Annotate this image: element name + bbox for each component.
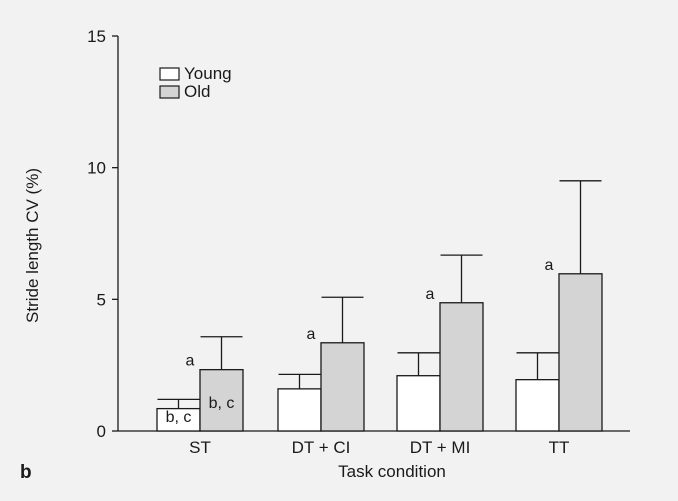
bar-old-dt-mi [440,303,483,431]
significance-label: a [426,286,435,303]
bar-young-tt [516,380,559,431]
y-tick-label: 10 [87,159,106,178]
x-axis-label: Task condition [338,462,446,481]
x-tick-label: ST [189,438,211,457]
bar-young-dt-ci [278,389,321,431]
x-tick-label: DT + CI [292,438,351,457]
y-tick-label: 0 [97,422,106,441]
y-tick-label: 5 [97,290,106,309]
bar-annotation: b, c [166,409,192,426]
bar-annotation: b, c [209,395,235,412]
significance-label: a [186,353,195,370]
y-axis-label: Stride length CV (%) [23,168,42,323]
x-tick-label: TT [549,438,570,457]
legend-swatch-young [160,68,179,80]
bar-young-dt-mi [397,376,440,431]
bar-old-tt [559,274,602,431]
significance-label: a [307,326,316,343]
legend-swatch-old [160,86,179,98]
y-tick-label: 15 [87,27,106,46]
legend-label-young: Young [184,64,232,83]
x-tick-label: DT + MI [410,438,471,457]
legend-label-old: Old [184,82,210,101]
bar-old-dt-ci [321,343,364,431]
significance-label: a [545,257,554,274]
panel-letter: b [20,462,32,483]
